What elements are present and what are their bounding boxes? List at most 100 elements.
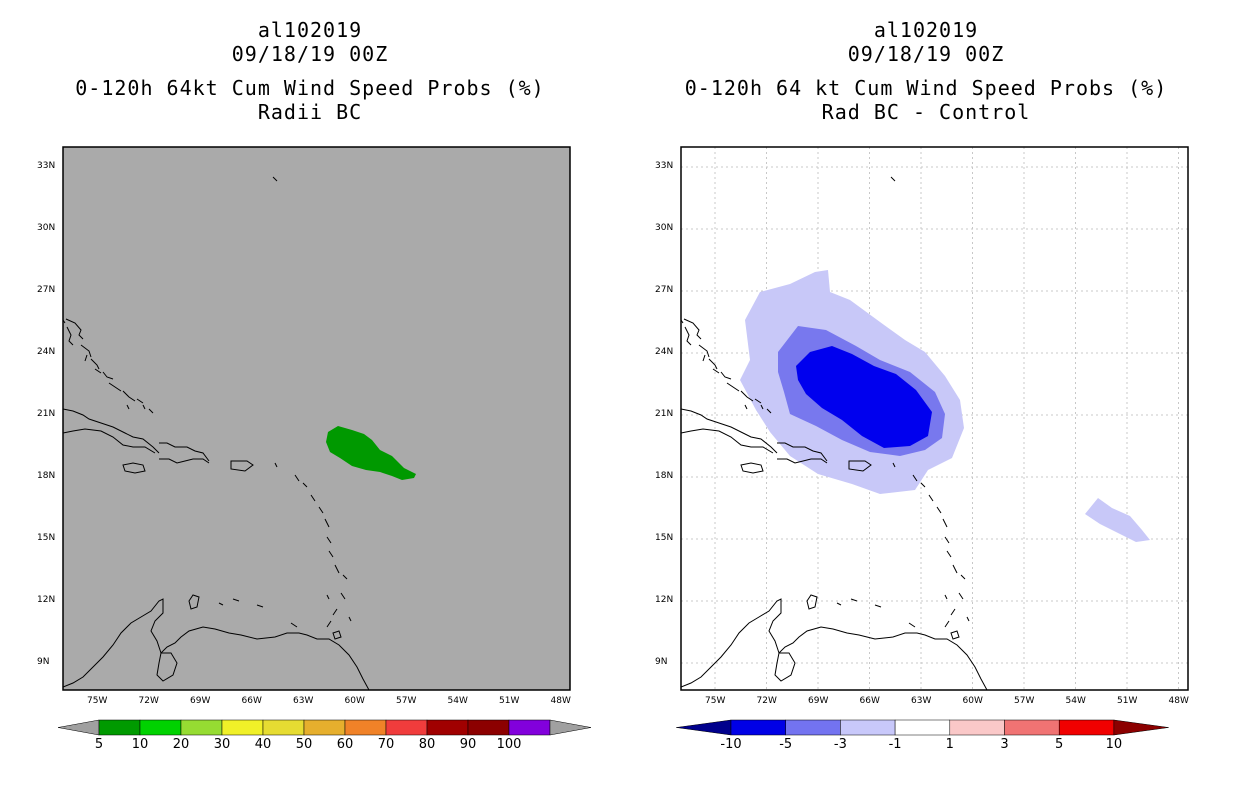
right-lon-label-63W: 63W	[911, 696, 932, 706]
left-title-subtitle: Radii BC	[257, 100, 363, 124]
right-colorbar-label-3: -1	[888, 737, 902, 752]
right-colorbar-label-7: 10	[1105, 737, 1123, 752]
left-colorbar-label-9: 90	[459, 737, 477, 752]
left-lon-label-60W: 60W	[344, 696, 365, 706]
right-title-date: 09/18/19 00Z	[847, 42, 1005, 66]
right-lat-label-18N: 18N	[655, 471, 674, 481]
right-lon-label-54W: 54W	[1065, 696, 1086, 706]
left-map	[62, 146, 571, 691]
left-colorbar-segment-9	[467, 719, 510, 736]
left-lon-label-57W: 57W	[396, 696, 417, 706]
right-colorbar-label-5: 3	[1000, 737, 1009, 752]
right-colorbar-label-2: -3	[833, 737, 847, 752]
left-title: al102019 09/18/19 00Z 0-120h 64kt Cum Wi…	[60, 18, 560, 124]
left-lat-label-21N: 21N	[37, 409, 56, 419]
left-title-product: 0-120h 64kt Cum Wind Speed Probs (%)	[75, 76, 545, 100]
left-colorbar-segment-7	[385, 719, 428, 736]
right-colorbar-label-6: 5	[1055, 737, 1064, 752]
right-lon-label-72W: 72W	[756, 696, 777, 706]
left-probability-field	[326, 426, 416, 480]
left-lon-label-72W: 72W	[138, 696, 159, 706]
right-lat-label-27N: 27N	[655, 285, 674, 295]
right-lat-label-15N: 15N	[655, 533, 674, 543]
left-lon-label-66W: 66W	[241, 696, 262, 706]
right-colorbar-segment-6	[1058, 719, 1115, 736]
left-lat-label-24N: 24N	[37, 347, 56, 357]
left-colorbar-label-3: 30	[213, 737, 231, 752]
left-colorbar-label-1: 10	[131, 737, 149, 752]
right-colorbar-low-end	[676, 719, 732, 736]
left-colorbar-segment-0	[98, 719, 141, 736]
left-lon-label-54W: 54W	[447, 696, 468, 706]
right-lon-label-69W: 69W	[808, 696, 829, 706]
right-lon-label-60W: 60W	[962, 696, 983, 706]
left-lat-label-15N: 15N	[37, 533, 56, 543]
right-colorbar-segment-4	[949, 719, 1005, 736]
left-colorbar-segment-6	[344, 719, 387, 736]
right-colorbar-segment-0	[730, 719, 786, 736]
right-colorbar-segment-3	[894, 719, 951, 736]
left-title-date: 09/18/19 00Z	[231, 42, 389, 66]
left-lon-label-75W: 75W	[87, 696, 108, 706]
right-lon-label-66W: 66W	[859, 696, 880, 706]
left-lat-label-12N: 12N	[37, 595, 56, 605]
left-colorbar-high-end	[549, 719, 592, 736]
right-colorbar-segment-2	[840, 719, 896, 736]
left-map-frame	[62, 146, 571, 691]
right-field-light-east	[1085, 498, 1150, 542]
right-map	[680, 146, 1189, 691]
right-title: al102019 09/18/19 00Z 0-120h 64 kt Cum W…	[676, 18, 1176, 124]
right-lon-label-51W: 51W	[1117, 696, 1138, 706]
right-lat-label-21N: 21N	[655, 409, 674, 419]
right-colorbar-segment-5	[1004, 719, 1060, 736]
left-colorbar-label-6: 60	[336, 737, 354, 752]
right-title-product: 0-120h 64 kt Cum Wind Speed Probs (%)	[684, 76, 1168, 100]
left-colorbar-label-5: 50	[295, 737, 313, 752]
left-colorbar-segment-8	[426, 719, 469, 736]
left-lon-label-51W: 51W	[499, 696, 520, 706]
right-lat-label-24N: 24N	[655, 347, 674, 357]
left-colorbar-low-end	[57, 719, 100, 736]
left-colorbar-segment-1	[139, 719, 182, 736]
left-colorbar-segment-2	[180, 719, 223, 736]
left-colorbar-label-8: 80	[418, 737, 436, 752]
right-title-storm-id: al102019	[873, 18, 979, 42]
right-colorbar-label-1: -5	[779, 737, 793, 752]
right-colorbar-label-4: 1	[945, 737, 954, 752]
left-lat-label-30N: 30N	[37, 223, 56, 233]
left-lon-label-69W: 69W	[190, 696, 211, 706]
left-colorbar-label-2: 20	[172, 737, 190, 752]
left-colorbar-segment-4	[262, 719, 305, 736]
right-lon-label-48W: 48W	[1168, 696, 1189, 706]
left-lat-label-18N: 18N	[37, 471, 56, 481]
left-lat-label-33N: 33N	[37, 161, 56, 171]
right-field-dark	[796, 346, 932, 448]
left-colorbar-label-10: 100	[496, 737, 522, 752]
left-colorbar-label-0: 5	[94, 737, 104, 752]
left-colorbar-label-7: 70	[377, 737, 395, 752]
right-colorbar-label-0: -10	[720, 737, 742, 752]
right-lat-label-33N: 33N	[655, 161, 674, 171]
left-colorbar	[57, 719, 592, 736]
left-map-background	[63, 147, 570, 690]
right-colorbar-segment-1	[785, 719, 841, 736]
right-lat-label-9N: 9N	[655, 657, 668, 667]
left-title-storm-id: al102019	[257, 18, 363, 42]
right-lat-label-12N: 12N	[655, 595, 674, 605]
left-colorbar-segment-5	[303, 719, 346, 736]
left-lat-label-27N: 27N	[37, 285, 56, 295]
left-lon-label-63W: 63W	[293, 696, 314, 706]
left-lat-label-9N: 9N	[37, 657, 50, 667]
right-lat-label-30N: 30N	[655, 223, 674, 233]
left-colorbar-segment-3	[221, 719, 264, 736]
left-lon-label-48W: 48W	[550, 696, 571, 706]
right-colorbar-high-end	[1113, 719, 1169, 736]
right-lon-label-57W: 57W	[1014, 696, 1035, 706]
left-colorbar-segment-10	[508, 719, 551, 736]
right-lon-label-75W: 75W	[705, 696, 726, 706]
right-title-subtitle: Rad BC - Control	[821, 100, 1031, 124]
left-colorbar-label-4: 40	[254, 737, 272, 752]
right-map-frame	[680, 146, 1189, 691]
right-colorbar	[676, 719, 1169, 736]
